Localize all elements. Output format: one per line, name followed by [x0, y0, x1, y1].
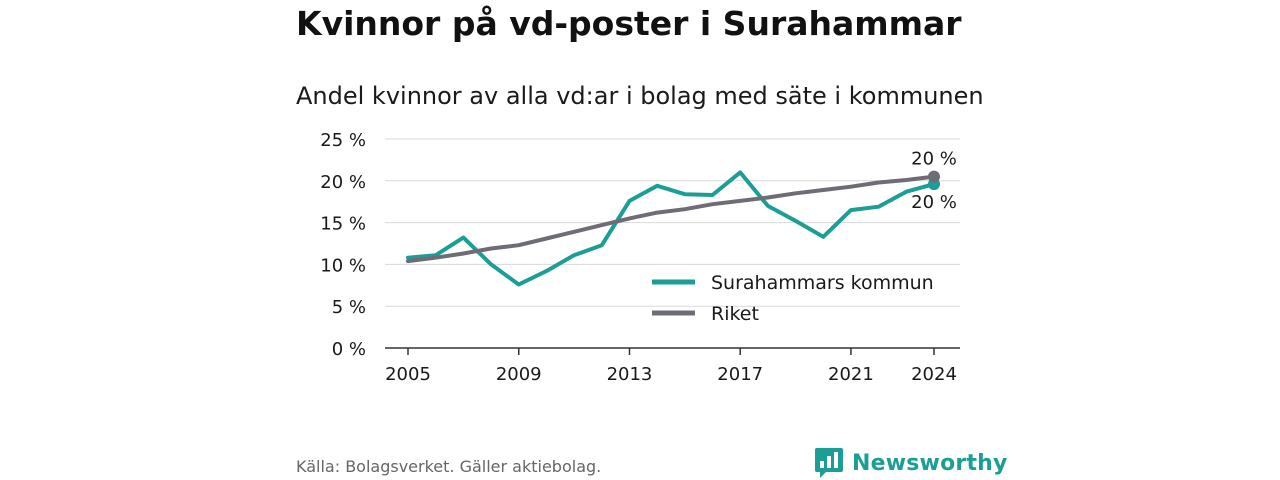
- source-note: Källa: Bolagsverket. Gäller aktiebolag.: [296, 457, 602, 476]
- x-tick-label: 2021: [828, 364, 874, 385]
- y-tick-label: 0 %: [332, 339, 366, 360]
- series-lines: [406, 170, 940, 287]
- y-tick-label: 25 %: [320, 130, 366, 151]
- x-tick-label: 2013: [607, 364, 653, 385]
- y-tick-label: 10 %: [320, 255, 366, 276]
- series-line-riket: [406, 174, 936, 264]
- y-tick-label: 20 %: [320, 172, 366, 193]
- series-line-surahammar: [406, 170, 936, 287]
- legend-label-riket: Riket: [711, 303, 759, 325]
- end-labels: 20 % 20 %: [911, 149, 957, 214]
- x-tick-label: 2024: [911, 364, 957, 385]
- chart-subtitle: Andel kvinnor av alla vd:ar i bolag med …: [296, 82, 984, 110]
- chart-title: Kvinnor på vd-poster i Surahammar: [296, 4, 962, 43]
- x-tick-label: 2005: [385, 364, 431, 385]
- x-tick-label: 2017: [717, 364, 763, 385]
- y-axis-tick-labels: 0 % 5 % 10 % 15 % 20 % 25 %: [320, 130, 366, 360]
- end-point-riket: [928, 170, 940, 183]
- grid-lines: [385, 138, 960, 307]
- y-tick-label: 15 %: [320, 214, 366, 235]
- bar-chart-speech-bubble-icon: [815, 448, 843, 478]
- legend-label-surahammar: Surahammars kommun: [711, 272, 934, 294]
- brand-logo: Newsworthy: [814, 446, 1008, 480]
- y-tick-label: 5 %: [332, 297, 366, 318]
- brand-name: Newsworthy: [852, 450, 1008, 476]
- x-tick-label: 2009: [496, 364, 542, 385]
- legend: Surahammars kommun Riket: [652, 272, 934, 325]
- end-label-riket: 20 %: [911, 149, 957, 170]
- x-axis-tick-labels: 2005 2009 2013 2017 2021 2024: [385, 348, 957, 385]
- end-label-surahammar: 20 %: [911, 192, 957, 213]
